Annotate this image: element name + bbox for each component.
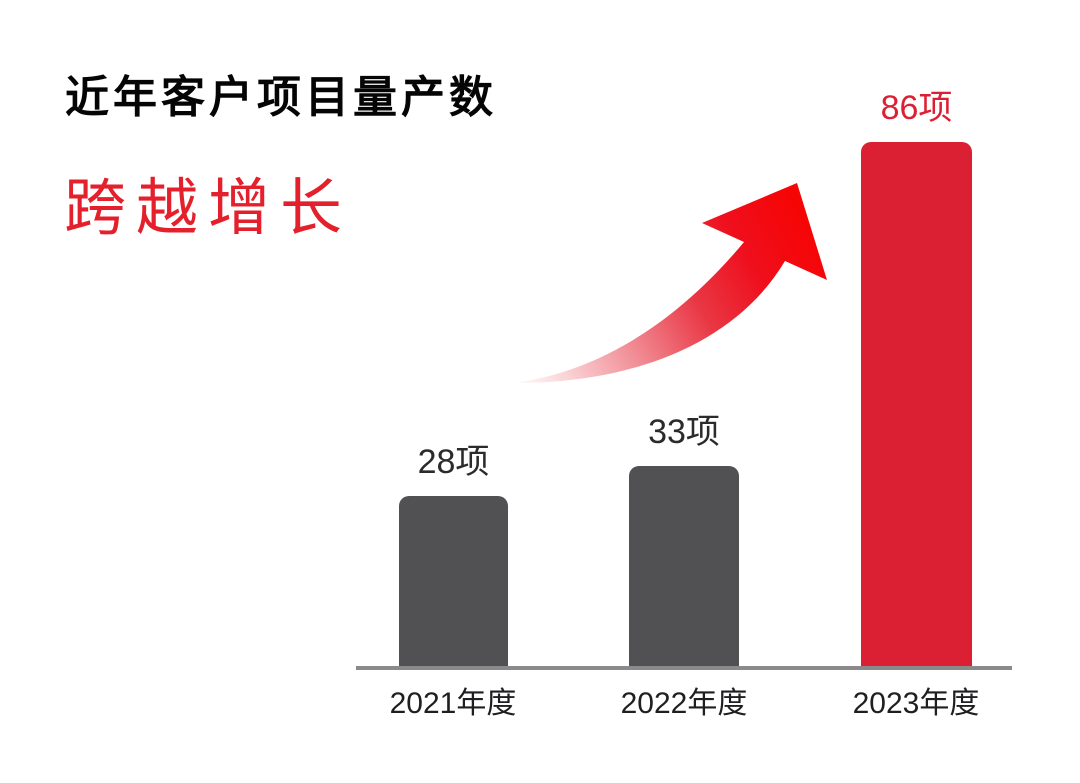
bar-value-label: 28项 xyxy=(417,443,490,481)
bar-group-2021: 28项 xyxy=(399,434,508,667)
x-axis-label-2022: 2022年度 xyxy=(620,687,748,720)
bar-value-label: 86项 xyxy=(880,89,953,127)
page-subtitle: 跨越增长 xyxy=(64,174,353,243)
page-title: 近年客户项目量产数 xyxy=(65,73,497,122)
bar-value-label: 33项 xyxy=(648,413,720,451)
bar-2021 xyxy=(399,496,508,667)
growth-arrow-icon xyxy=(512,183,827,384)
x-axis-label-2021: 2021年度 xyxy=(389,687,517,720)
x-axis-label-2023: 2023年度 xyxy=(852,687,980,720)
bar-group-2023: 86项 xyxy=(861,80,972,667)
bar-2022 xyxy=(629,466,739,667)
bar-2023 xyxy=(861,142,972,667)
x-axis-line xyxy=(356,666,1012,670)
bar-group-2022: 33项 xyxy=(629,404,739,667)
